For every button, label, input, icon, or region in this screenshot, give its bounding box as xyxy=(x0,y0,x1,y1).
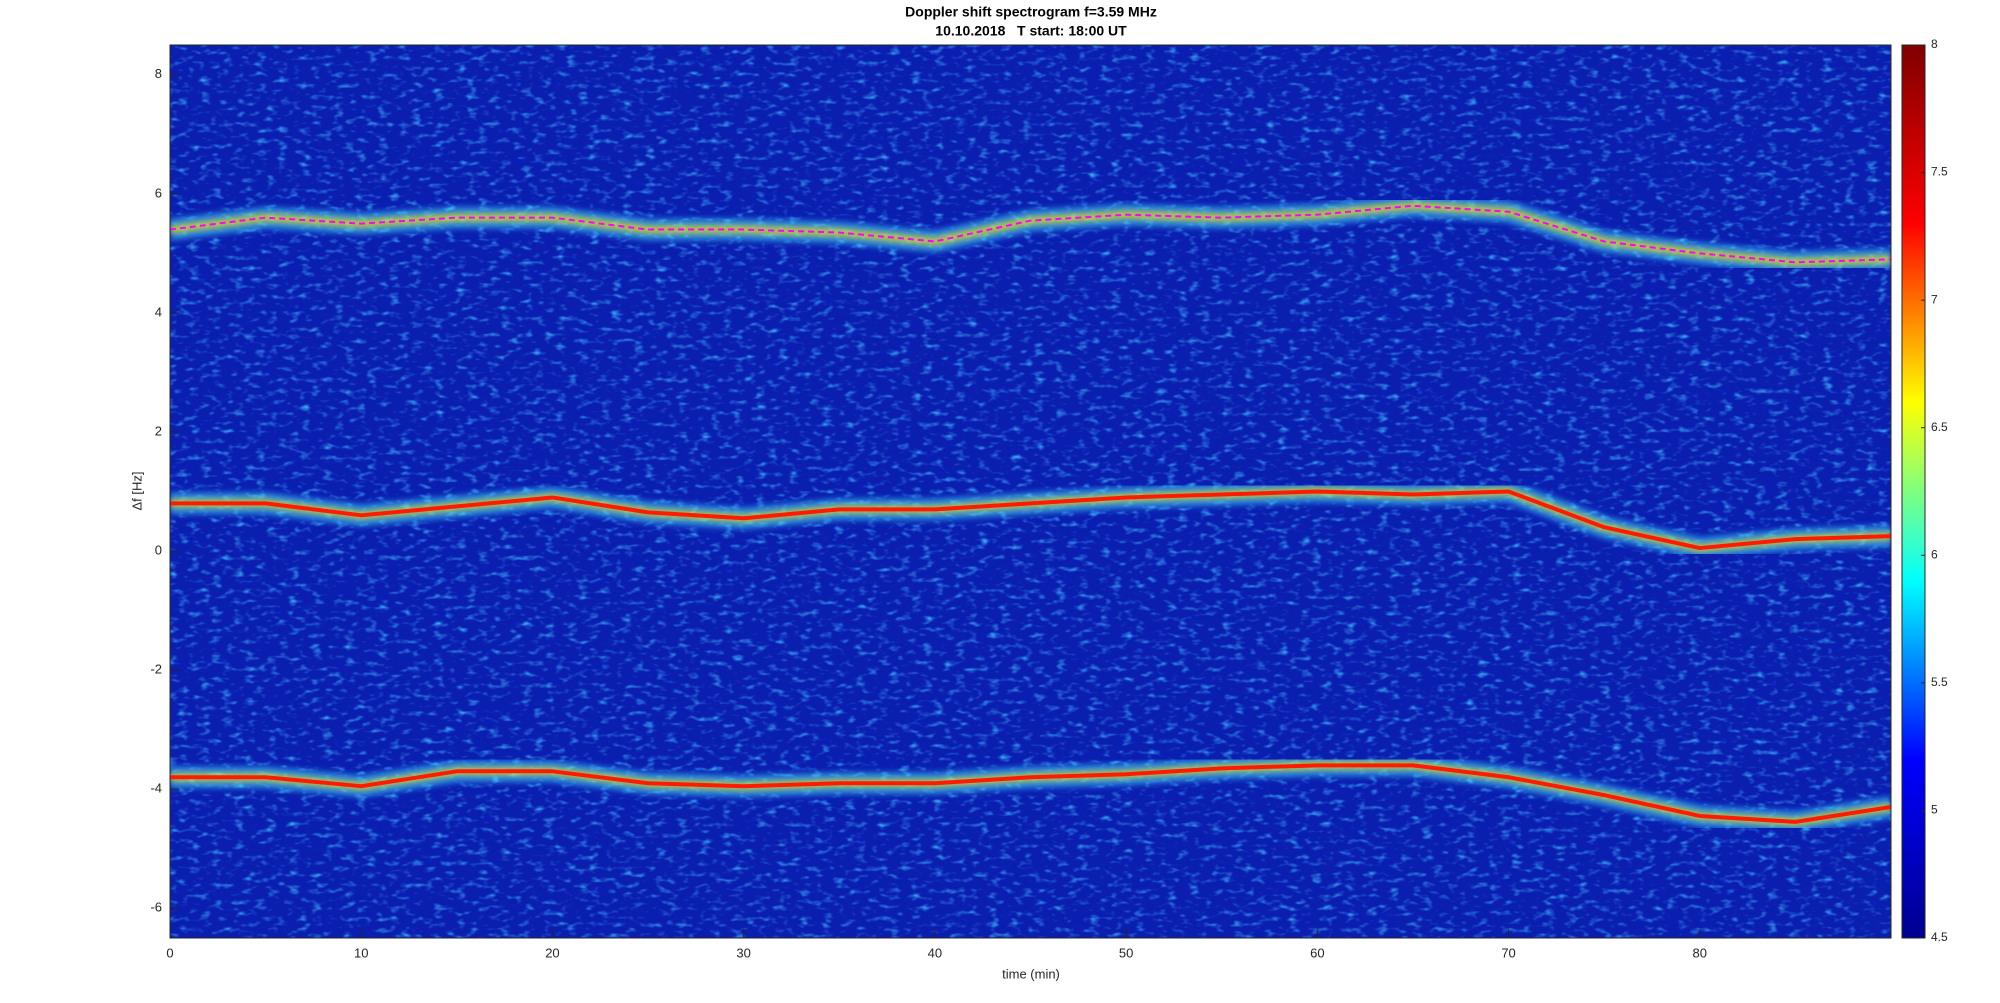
x-axis-label: time (min) xyxy=(1002,966,1060,981)
x-tick-label: 50 xyxy=(1119,945,1133,960)
colorbar xyxy=(1901,44,1926,939)
y-tick-label: 0 xyxy=(155,542,162,557)
plot-area xyxy=(170,45,1891,938)
y-axis-label: Δf [Hz] xyxy=(129,471,144,510)
x-tick-label: 80 xyxy=(1693,945,1707,960)
colorbar-tick-label: 8 xyxy=(1931,37,1938,51)
y-tick-label: 8 xyxy=(155,66,162,81)
x-tick-label: 70 xyxy=(1501,945,1515,960)
y-tick-label: -6 xyxy=(150,900,162,915)
x-tick-label: 20 xyxy=(545,945,559,960)
trace-line xyxy=(170,204,1891,264)
colorbar-tick-label: 4.5 xyxy=(1931,930,1948,944)
axes-frame xyxy=(169,44,1892,939)
y-tick-label: -2 xyxy=(150,662,162,677)
y-tick-label: 4 xyxy=(155,304,162,319)
y-tick-label: 6 xyxy=(155,185,162,200)
colorbar-tick-label: 6 xyxy=(1931,547,1938,561)
colorbar-tick-label: 7 xyxy=(1931,292,1938,306)
y-tick-label: 2 xyxy=(155,423,162,438)
x-tick-label: 60 xyxy=(1310,945,1324,960)
trace-line xyxy=(170,763,1891,824)
trace-line xyxy=(170,489,1891,551)
colorbar-tick-label: 5.5 xyxy=(1931,675,1948,689)
chart-subtitle: 10.10.2018 T start: 18:00 UT xyxy=(935,23,1127,39)
x-tick-label: 30 xyxy=(736,945,750,960)
x-tick-label: 0 xyxy=(166,945,173,960)
x-tick-label: 10 xyxy=(354,945,368,960)
colorbar-tick-label: 6.5 xyxy=(1931,420,1948,434)
colorbar-tick-label: 5 xyxy=(1931,803,1938,817)
y-tick-label: -4 xyxy=(150,781,162,796)
chart-title: Doppler shift spectrogram f=3.59 MHz xyxy=(905,4,1157,20)
x-tick-label: 40 xyxy=(928,945,942,960)
colorbar-tick-label: 7.5 xyxy=(1931,165,1948,179)
